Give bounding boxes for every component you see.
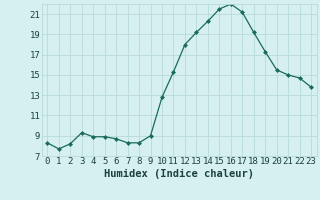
X-axis label: Humidex (Indice chaleur): Humidex (Indice chaleur) bbox=[104, 169, 254, 179]
